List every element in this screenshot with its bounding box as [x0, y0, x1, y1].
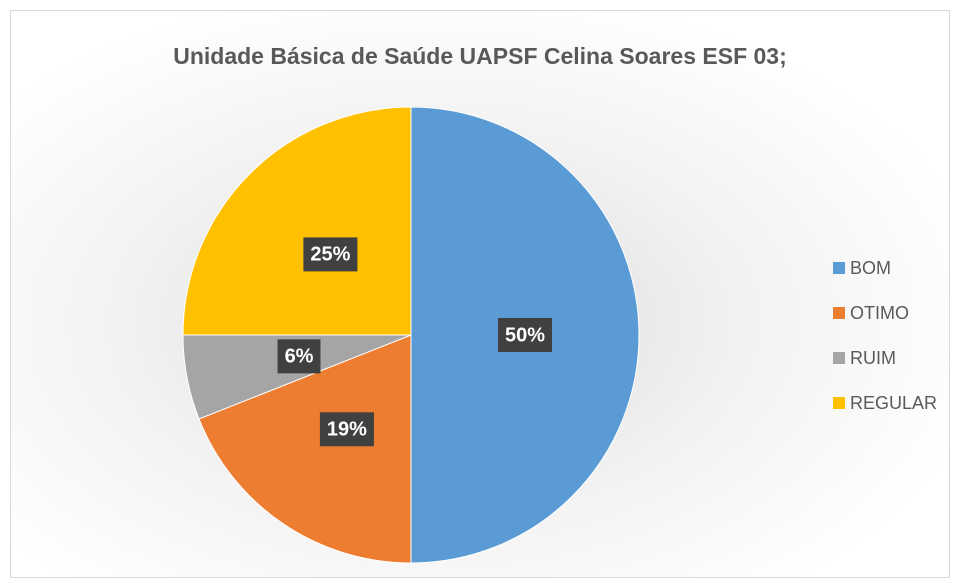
legend-swatch — [833, 397, 845, 409]
data-label-box — [319, 412, 374, 447]
pie-slice — [182, 106, 412, 336]
data-label: 25% — [310, 244, 350, 266]
legend-label: BOM — [850, 258, 891, 278]
legend-label: OTIMO — [850, 303, 909, 323]
chart-title: Unidade Básica de Saúde UAPSF Celina Soa… — [173, 43, 787, 69]
legend-swatch — [833, 307, 845, 319]
data-label-box — [277, 339, 321, 374]
data-label: 6% — [285, 346, 314, 368]
legend-swatch — [833, 262, 845, 274]
legend-swatch — [833, 352, 845, 364]
data-label-box — [303, 237, 358, 272]
legend-label: REGULAR — [850, 393, 937, 413]
data-label: 50% — [505, 324, 545, 346]
data-label: 19% — [327, 419, 367, 441]
legend-label: RUIM — [850, 348, 896, 368]
data-label-box — [497, 318, 553, 352]
pie-slice — [198, 334, 412, 564]
